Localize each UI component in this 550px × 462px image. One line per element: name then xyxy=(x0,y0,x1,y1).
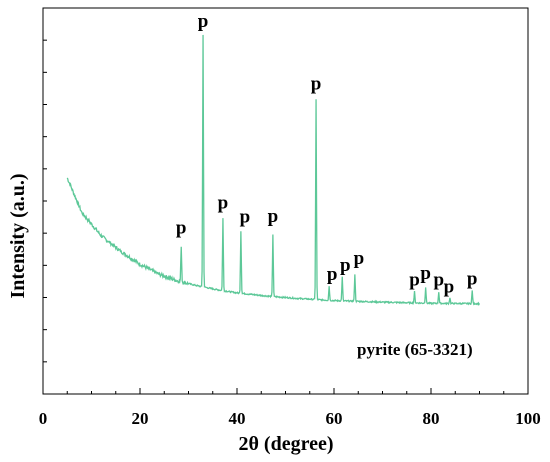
x-tick-label: 40 xyxy=(229,409,246,428)
phase-annotation: pyrite (65-3321) xyxy=(357,340,473,359)
peak-label: p xyxy=(218,192,229,213)
peak-label: p xyxy=(198,11,209,32)
peak-label: p xyxy=(240,207,251,228)
peak-label: p xyxy=(420,263,431,284)
x-axis-title: 2θ (degree) xyxy=(238,433,333,455)
peak-label: p xyxy=(354,248,365,269)
peak-label: p xyxy=(340,255,351,276)
x-axis: 0 20 40 60 80 100 xyxy=(39,388,541,428)
peak-label: p xyxy=(444,277,455,298)
x-tick-label: 20 xyxy=(132,409,149,428)
peak-label: p xyxy=(268,206,279,227)
xrd-pattern-line xyxy=(66,34,481,306)
x-tick-label: 80 xyxy=(423,409,440,428)
y-axis-title: Intensity (a.u.) xyxy=(7,173,29,298)
peak-label: p xyxy=(433,270,444,291)
x-tick-label: 0 xyxy=(39,409,48,428)
peak-label: p xyxy=(409,270,420,291)
x-tick-label: 60 xyxy=(326,409,343,428)
peak-label: p xyxy=(311,73,322,94)
peak-label: p xyxy=(176,217,187,238)
y-axis xyxy=(43,39,47,363)
peak-label: p xyxy=(327,264,338,285)
plot-frame xyxy=(42,7,529,395)
x-tick-label: 100 xyxy=(515,409,541,428)
peak-label: p xyxy=(467,269,478,290)
